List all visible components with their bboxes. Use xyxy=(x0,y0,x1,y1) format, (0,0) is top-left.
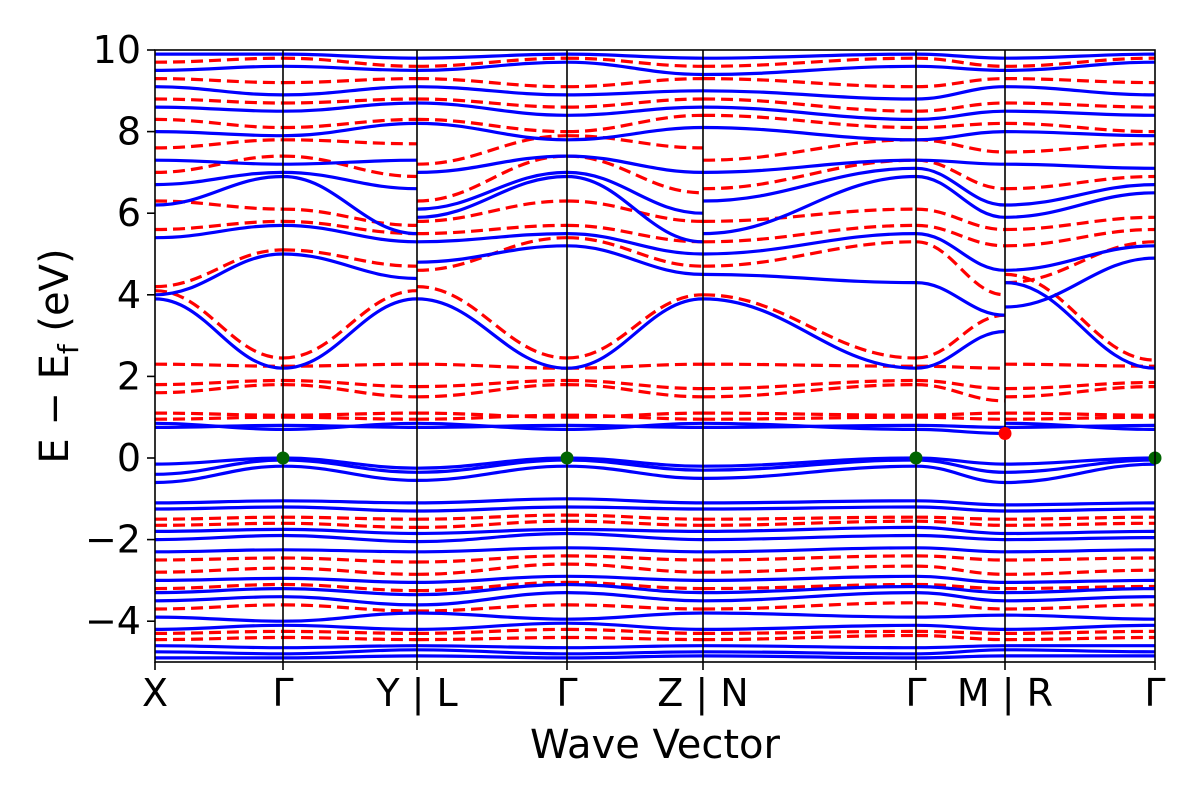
spin-up-band-3 xyxy=(155,621,1155,631)
spin-down-band-0 xyxy=(155,633,1155,642)
spin-up-band-20 xyxy=(155,223,1155,272)
spin-up-band-14 xyxy=(155,458,1155,476)
x-tick-label-4: Z | N xyxy=(657,671,748,716)
spin-up-band-24 xyxy=(155,121,1155,142)
spin-up-band-4 xyxy=(155,611,1155,623)
plot-frame xyxy=(154,49,1156,663)
y-axis-title-main: E − E xyxy=(32,354,78,464)
spin-down-band-3 xyxy=(155,580,1155,593)
x-tick-label-1: Γ xyxy=(272,671,293,715)
extrema-markers xyxy=(276,427,1162,465)
spin-down-band-13 xyxy=(155,272,1155,362)
spin-up-band-27 xyxy=(155,60,1155,77)
x-axis-ticks: X Γ Y | L Γ Z | N Γ M | R Γ xyxy=(142,662,1166,716)
spin-down-band-4 xyxy=(155,562,1155,576)
spin-up-band-18 xyxy=(155,281,1155,370)
y-axis-ticks: −4 −2 0 2 4 6 8 10 xyxy=(85,28,155,643)
spin-up-band-7 xyxy=(155,574,1155,584)
y-tick-label-1: −2 xyxy=(85,518,141,562)
spin-up-band-5 xyxy=(155,591,1155,607)
spin-up-band-8 xyxy=(155,546,1155,554)
x-axis-title: Wave Vector xyxy=(530,722,781,768)
spin-down-band-18 xyxy=(155,134,1155,166)
y-tick-label-0: −4 xyxy=(85,599,141,643)
spin-up-band-26 xyxy=(155,85,1155,101)
x-tick-label-7: Γ xyxy=(1144,671,1165,715)
x-tick-label-5: Γ xyxy=(905,671,926,715)
vbm-marker-0 xyxy=(276,451,290,465)
spin-down-band-6 xyxy=(155,519,1155,529)
spin-down-band-11 xyxy=(155,378,1155,391)
spin-up-band-17 xyxy=(155,421,1155,436)
spin-up-band-28 xyxy=(155,52,1155,60)
spin-down-band-16 xyxy=(155,199,1155,232)
spin-up-band-6 xyxy=(155,582,1155,597)
spin-up-band-22 xyxy=(155,166,1155,215)
spin-down-band-5 xyxy=(155,554,1155,564)
y-axis-title-subscript: f xyxy=(52,343,85,354)
spin-up-band-19 xyxy=(155,244,1155,317)
x-tick-label-2: Y | L xyxy=(375,671,457,716)
spin-up-band-13 xyxy=(155,462,1155,485)
x-tick-label-6: M | R xyxy=(957,671,1053,716)
y-axis-title-unit: (eV) xyxy=(32,248,78,344)
spin-down-band-17 xyxy=(155,154,1155,203)
cbm-marker-4 xyxy=(998,427,1012,441)
spin-down-band-10 xyxy=(155,383,1155,403)
bands-layer xyxy=(155,52,1155,660)
spin-up-band-21 xyxy=(155,174,1155,244)
spin-up-band-0 xyxy=(155,654,1155,660)
spin-down-band-12 xyxy=(155,362,1155,370)
spin-down-band-7 xyxy=(155,513,1155,521)
spin-up-band-11 xyxy=(155,505,1155,513)
spin-up-band-9 xyxy=(155,531,1155,544)
vbm-marker-1 xyxy=(560,451,574,465)
spin-down-band-21 xyxy=(155,77,1155,89)
vbm-marker-2 xyxy=(909,451,923,465)
spin-down-band-8 xyxy=(155,413,1155,421)
spin-up-band-12 xyxy=(155,497,1155,507)
spin-up-band-23 xyxy=(155,154,1155,174)
spin-up-band-1 xyxy=(155,648,1155,656)
y-tick-label-6: 8 xyxy=(117,110,141,154)
x-tick-label-0: X xyxy=(142,671,168,715)
y-tick-label-2: 0 xyxy=(117,436,141,480)
y-tick-label-4: 4 xyxy=(117,273,141,317)
spin-down-band-19 xyxy=(155,113,1155,134)
high-symmetry-lines xyxy=(282,50,1006,662)
x-tick-label-3: Γ xyxy=(556,671,577,715)
spin-down-band-9 xyxy=(155,411,1155,419)
spin-down-band-15 xyxy=(155,219,1155,248)
spin-down-band-22 xyxy=(155,56,1155,68)
spin-down-band-1 xyxy=(155,627,1155,635)
spin-up-band-2 xyxy=(155,644,1155,650)
spin-down-band-2 xyxy=(155,601,1155,613)
y-tick-label-5: 6 xyxy=(117,191,141,235)
y-axis-title: E − Ef (eV) xyxy=(32,248,85,463)
spin-up-band-25 xyxy=(155,101,1155,121)
y-tick-label-7: 10 xyxy=(93,28,141,72)
spin-down-band-20 xyxy=(155,97,1155,113)
y-tick-label-3: 2 xyxy=(117,354,141,398)
spin-up-band-15 xyxy=(155,456,1155,470)
spin-up-band-10 xyxy=(155,525,1155,536)
